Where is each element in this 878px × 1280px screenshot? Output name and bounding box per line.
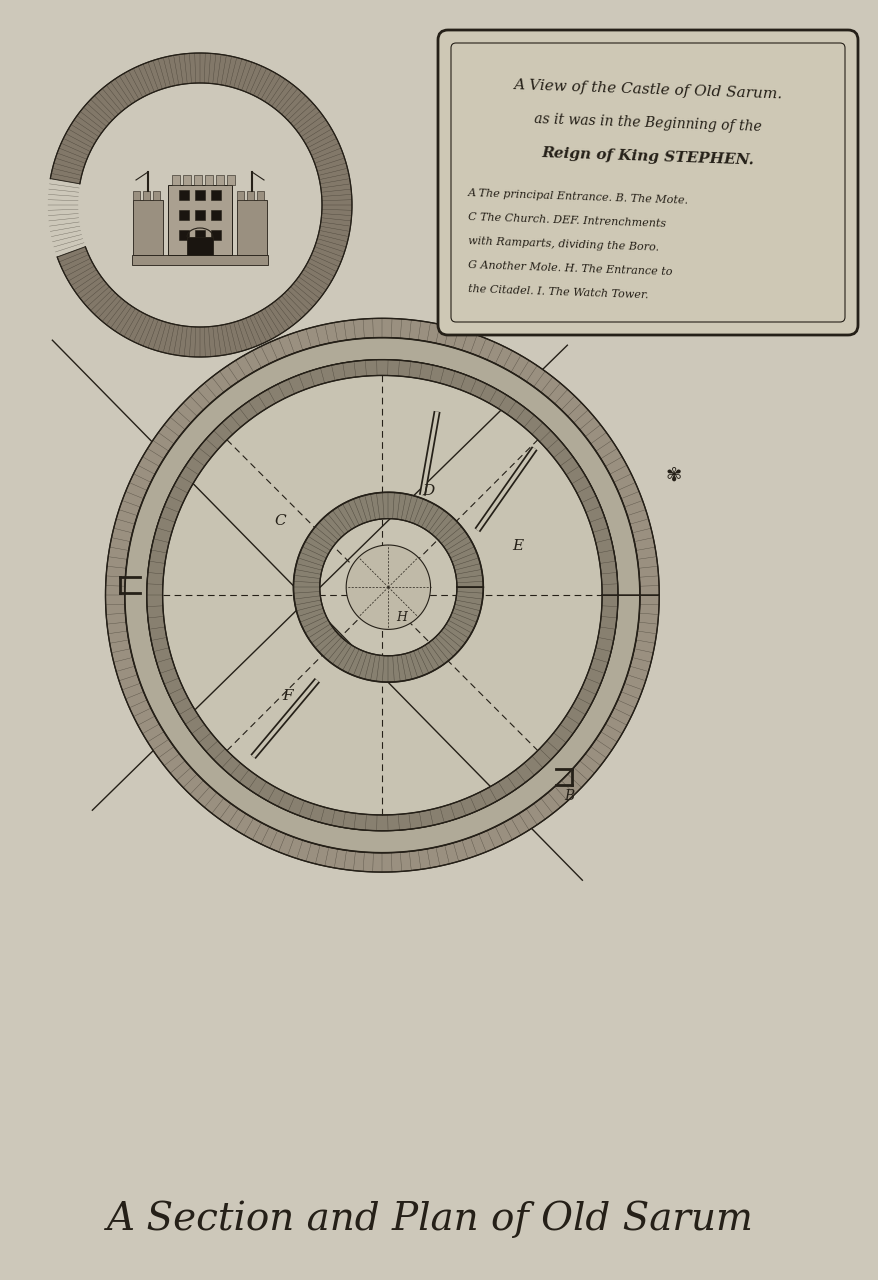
Bar (211, 189, 220, 200)
Bar (237, 191, 244, 200)
Bar (179, 210, 189, 220)
Bar (168, 186, 232, 255)
Bar (256, 191, 263, 200)
Bar (211, 210, 220, 220)
Bar (183, 175, 191, 186)
Bar (195, 230, 205, 241)
Bar (205, 175, 212, 186)
Text: Reign of King STEPHEN.: Reign of King STEPHEN. (541, 146, 753, 168)
Bar (132, 255, 268, 265)
Polygon shape (125, 338, 639, 852)
Polygon shape (293, 493, 483, 682)
Bar (227, 175, 234, 186)
Bar (216, 175, 224, 186)
Bar (179, 189, 189, 200)
Text: as it was in the Beginning of the: as it was in the Beginning of the (534, 111, 761, 134)
Bar (195, 189, 205, 200)
Polygon shape (50, 52, 351, 357)
Text: F: F (282, 689, 292, 703)
Text: with Ramparts, dividing the Boro.: with Ramparts, dividing the Boro. (467, 236, 658, 252)
Bar (237, 200, 267, 255)
Text: C The Church. DEF. Intrenchments: C The Church. DEF. Intrenchments (467, 212, 666, 229)
Bar (187, 237, 212, 255)
Polygon shape (105, 319, 658, 872)
Text: G Another Mole. H. The Entrance to: G Another Mole. H. The Entrance to (467, 260, 672, 278)
Polygon shape (147, 360, 617, 831)
Text: D: D (422, 484, 434, 498)
Bar (211, 230, 220, 241)
Text: A Section and Plan of Old Sarum: A Section and Plan of Old Sarum (107, 1201, 753, 1238)
Bar (153, 191, 160, 200)
Bar (179, 230, 189, 241)
Bar (133, 200, 162, 255)
Text: A View of the Castle of Old Sarum.: A View of the Castle of Old Sarum. (513, 78, 781, 101)
FancyBboxPatch shape (437, 29, 857, 335)
Bar (194, 175, 202, 186)
Text: C: C (274, 515, 285, 529)
Bar (195, 210, 205, 220)
Bar (133, 191, 140, 200)
Polygon shape (346, 545, 430, 630)
Text: B: B (564, 790, 574, 804)
Polygon shape (162, 375, 601, 815)
Bar (143, 191, 150, 200)
Text: H: H (396, 611, 407, 625)
Text: A The principal Entrance. B. The Mote.: A The principal Entrance. B. The Mote. (467, 188, 688, 206)
Bar (247, 191, 254, 200)
Text: E: E (512, 539, 523, 553)
Text: the Citadel. I. The Watch Tower.: the Citadel. I. The Watch Tower. (467, 284, 648, 301)
Bar (172, 175, 180, 186)
Text: ✾: ✾ (665, 466, 680, 485)
